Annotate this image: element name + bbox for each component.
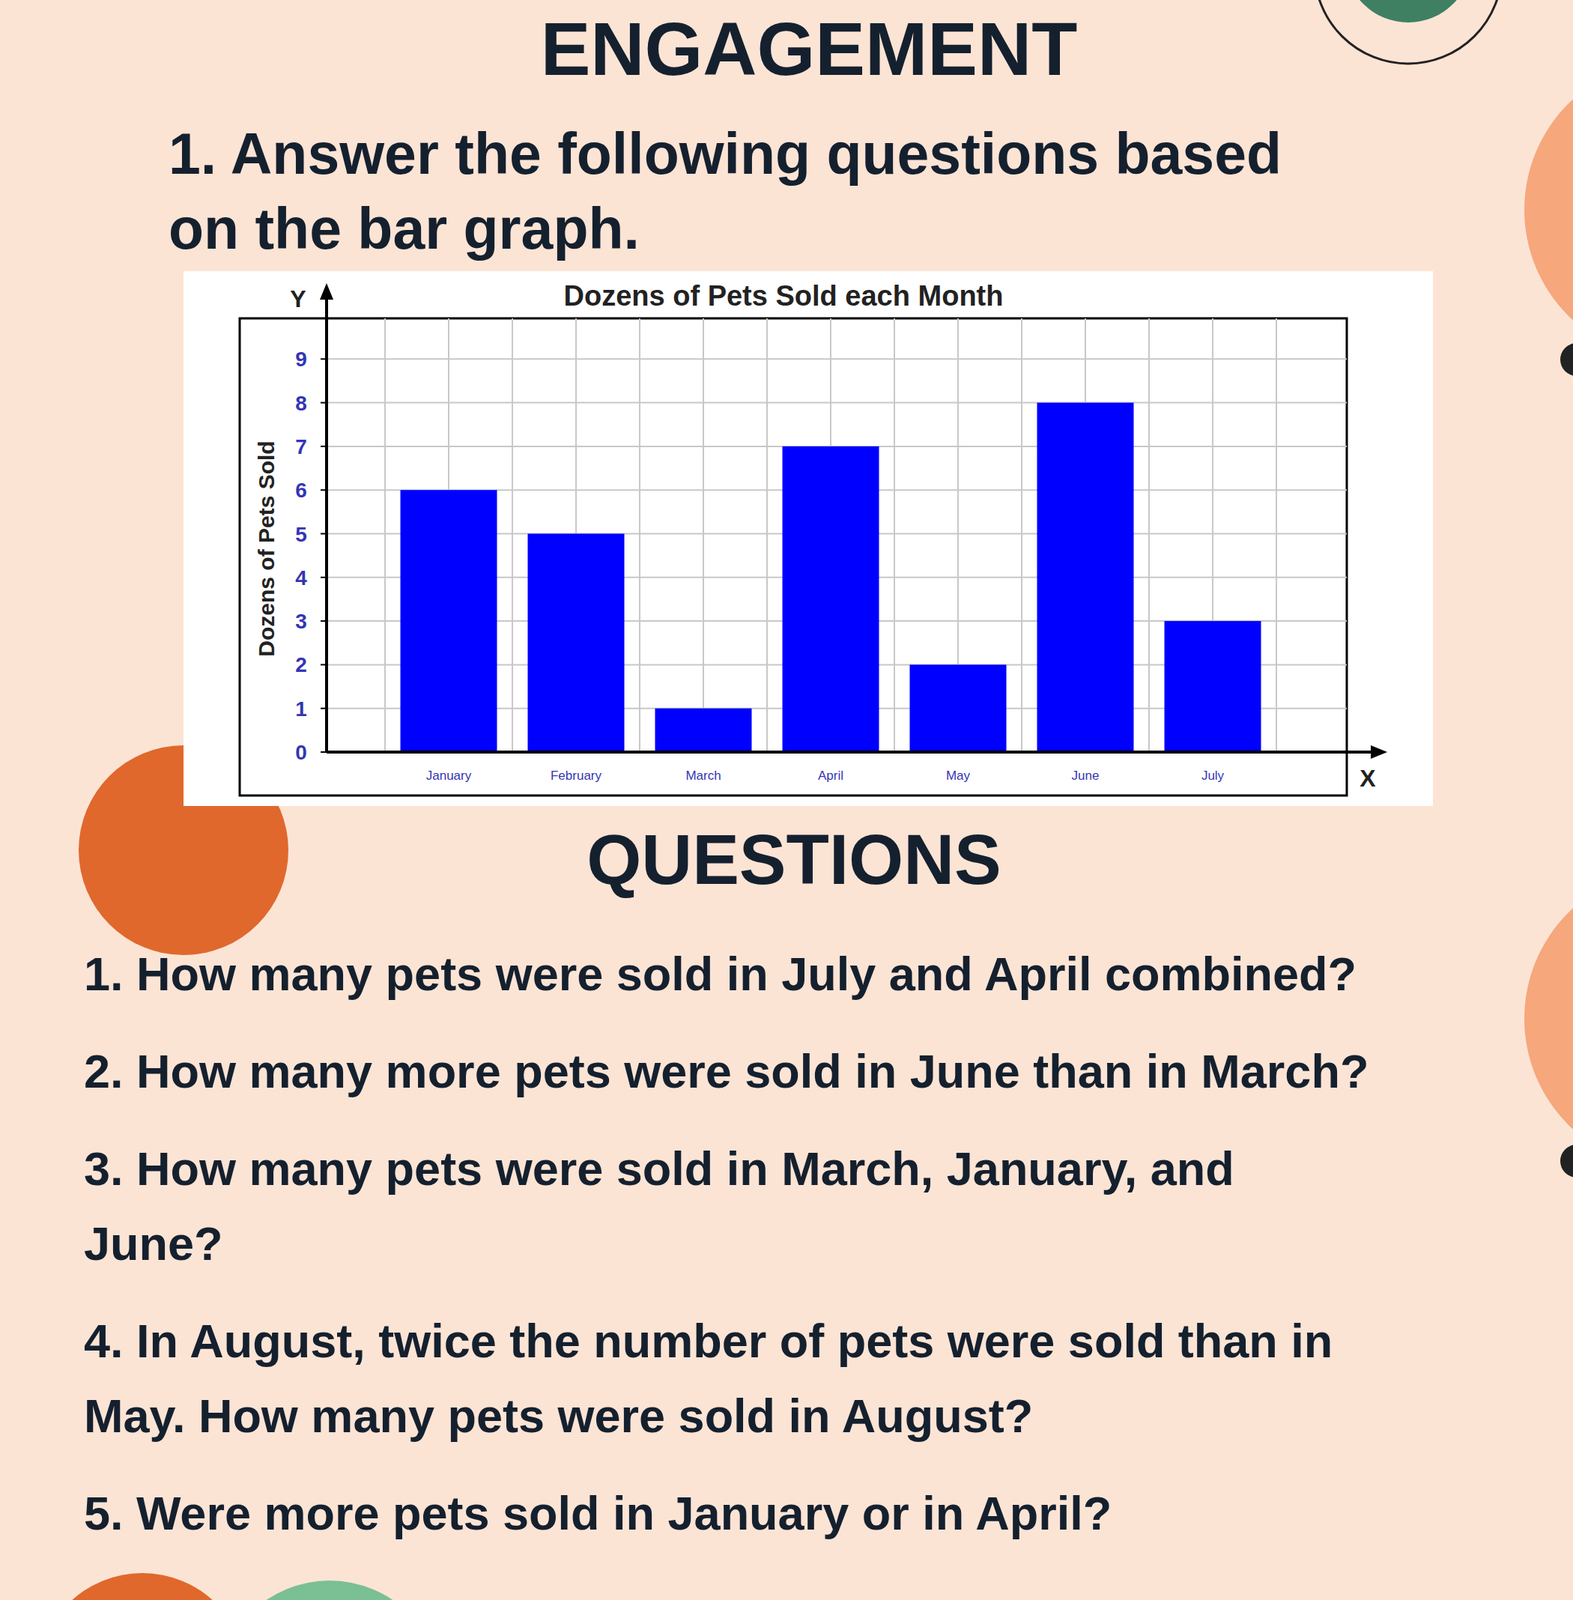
grid-line bbox=[326, 358, 1347, 360]
y-tick-label: 6 bbox=[295, 478, 308, 502]
grid-line-vertical bbox=[893, 318, 896, 753]
chart-frame bbox=[239, 318, 1347, 796]
y-axis-arrow bbox=[319, 283, 334, 300]
x-tick-label: March bbox=[685, 768, 721, 783]
bar bbox=[1164, 620, 1262, 753]
instruction: 1. Answer the following questions based bbox=[168, 121, 1282, 186]
question: 3. How many pets were sold in March, Jan… bbox=[83, 1142, 1235, 1195]
bar bbox=[528, 534, 625, 753]
x-tick-label: April bbox=[817, 768, 844, 783]
question: 5. Were more pets sold in January or in … bbox=[83, 1486, 1112, 1540]
question: 2. How many more pets were sold in June … bbox=[83, 1044, 1369, 1098]
bar bbox=[655, 708, 753, 753]
question: 4. In August, twice the number of pets w… bbox=[83, 1314, 1333, 1368]
y-tick-label: 4 bbox=[295, 566, 308, 590]
deco-ring bbox=[1314, 0, 1502, 64]
deco-circle bbox=[217, 1580, 442, 1600]
y-tick-label: 5 bbox=[295, 522, 308, 547]
chart-panel bbox=[183, 271, 1433, 806]
x-tick-label: June bbox=[1071, 768, 1100, 783]
deco-circle bbox=[1524, 868, 1573, 1169]
x-tick-label: February bbox=[550, 768, 603, 783]
y-axis-letter: Y bbox=[289, 285, 306, 313]
chart-title: Dozens of Pets Sold each Month bbox=[564, 280, 1004, 312]
instruction: on the bar graph. bbox=[168, 196, 640, 261]
y-axis-label: Dozens of Pets Sold bbox=[253, 440, 279, 657]
y-tick-label: 9 bbox=[295, 347, 308, 371]
x-tick-label: May bbox=[946, 768, 971, 783]
grid-line-vertical bbox=[1148, 318, 1150, 753]
grid-line-vertical bbox=[1020, 318, 1023, 753]
grid-line-vertical bbox=[638, 318, 641, 753]
background bbox=[0, 0, 1573, 1600]
x-axis bbox=[326, 750, 1377, 754]
bar bbox=[910, 664, 1007, 753]
y-tick-label: 7 bbox=[295, 435, 308, 459]
grid-line-vertical bbox=[511, 318, 514, 753]
title: ENGAGEMENT bbox=[540, 6, 1078, 91]
question: June? bbox=[83, 1217, 224, 1270]
question: May. How many pets were sold in August? bbox=[83, 1389, 1033, 1442]
deco-dot bbox=[1560, 343, 1573, 377]
bars bbox=[400, 402, 1262, 753]
y-tick-label: 8 bbox=[295, 391, 308, 415]
y-axis bbox=[325, 293, 329, 753]
question: 1. How many pets were sold in July and A… bbox=[83, 947, 1357, 1000]
deco-dot bbox=[1560, 1144, 1573, 1178]
grid-line bbox=[326, 402, 1347, 404]
y-tick-label: 3 bbox=[295, 609, 308, 633]
page: ENGAGEMENT 1. Answer the following questi… bbox=[0, 0, 1573, 1600]
x-tick-label: January bbox=[426, 768, 472, 783]
bar bbox=[400, 489, 498, 753]
grid-line-vertical bbox=[384, 318, 386, 753]
deco-circle bbox=[1344, 0, 1472, 23]
grid-line-vertical bbox=[766, 318, 768, 753]
x-axis-arrow bbox=[1370, 745, 1388, 759]
y-tick-label: 1 bbox=[295, 697, 308, 721]
deco-circle bbox=[37, 1573, 248, 1600]
x-tick-label: July bbox=[1201, 768, 1225, 783]
bar bbox=[1037, 402, 1135, 753]
y-tick-label: 2 bbox=[295, 653, 308, 677]
deco-circle bbox=[1524, 59, 1573, 360]
y-tick-label: 0 bbox=[295, 740, 308, 765]
x-axis-letter: X bbox=[1359, 764, 1377, 792]
grid-line-vertical bbox=[1275, 318, 1278, 753]
grid-line-vertical bbox=[702, 318, 705, 753]
questions-title: QUESTIONS bbox=[586, 820, 1002, 899]
bar bbox=[782, 446, 880, 753]
